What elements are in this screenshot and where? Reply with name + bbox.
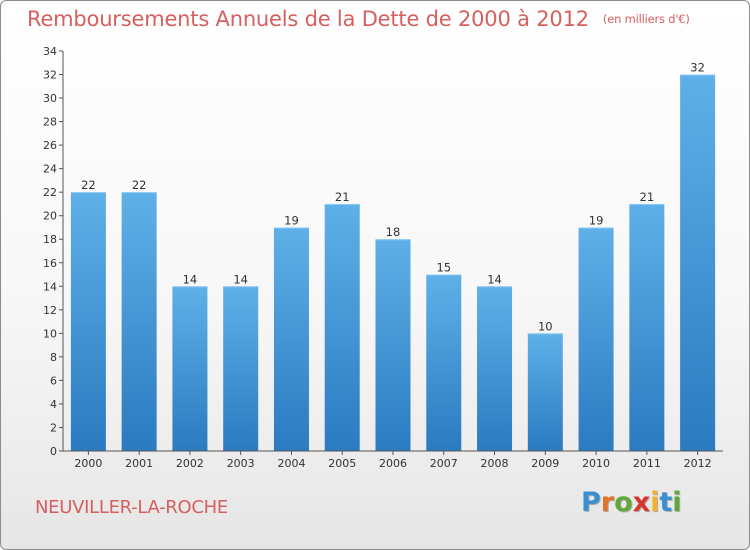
value-label-2010: 19 [589, 213, 604, 227]
y-tick-label: 4 [50, 398, 57, 411]
bar-2003 [223, 286, 259, 451]
logo-letter: x [632, 487, 651, 518]
value-label-2009: 10 [538, 319, 553, 333]
x-tick-label-2011: 2011 [633, 457, 661, 470]
proxiti-logo: Proxiti [581, 487, 682, 518]
value-label-2005: 21 [335, 190, 350, 204]
x-tick-label-2003: 2003 [227, 457, 255, 470]
bar-2011 [629, 203, 665, 451]
logo-letter: i [672, 487, 682, 518]
bars: 22 22 14 14 19 21 18 15 14 10 19 21 32 [70, 61, 716, 452]
x-tick-label-2006: 2006 [379, 457, 407, 470]
value-label-2011: 21 [640, 190, 655, 204]
x-tick-label-2009: 2009 [531, 457, 559, 470]
bar-2004 [273, 227, 309, 451]
y-tick-label: 2 [50, 421, 57, 434]
value-label-2001: 22 [132, 178, 147, 192]
x-tick-label-2005: 2005 [328, 457, 356, 470]
y-tick-label: 10 [43, 327, 57, 340]
x-tick-label-2007: 2007 [430, 457, 458, 470]
unit-label: (en milliers d'€) [602, 12, 690, 26]
x-tick-label-2008: 2008 [481, 457, 509, 470]
bar-2006 [375, 239, 411, 451]
value-label-2000: 22 [81, 178, 96, 192]
y-tick-label: 32 [43, 69, 57, 82]
chart-title-text: Remboursements Annuels de la Dette de 20… [27, 7, 589, 31]
y-tick-label: 20 [43, 210, 57, 223]
bar-2005 [324, 203, 360, 451]
y-tick-label: 12 [43, 304, 57, 317]
value-label-2012: 32 [690, 61, 705, 75]
chart-title: Remboursements Annuels de la Dette de 20… [27, 7, 690, 31]
logo-letter: t [659, 487, 673, 518]
y-tick-label: 6 [50, 374, 57, 387]
bar-2008 [477, 286, 513, 451]
value-label-2002: 14 [183, 272, 198, 286]
logo-letter: o [614, 487, 633, 518]
bar-2009 [527, 333, 563, 451]
value-label-2006: 18 [386, 225, 401, 239]
commune-name: NEUVILLER-LA-ROCHE [35, 497, 228, 518]
y-tick-label: 18 [43, 233, 57, 246]
logo-letter: P [581, 487, 601, 518]
logo-letter: i [650, 487, 660, 518]
x-tick-label-2000: 2000 [74, 457, 102, 470]
y-tick-label: 28 [43, 116, 57, 129]
value-label-2007: 15 [436, 261, 451, 275]
y-tick-label: 8 [50, 351, 57, 364]
value-label-2004: 19 [284, 213, 299, 227]
x-tick-label-2004: 2004 [277, 457, 305, 470]
x-axis: 2000 2001 2002 2003 2004 2005 2006 2007 2008 2009… [63, 450, 723, 470]
y-tick-label: 14 [43, 280, 57, 293]
y-tick-label: 22 [43, 186, 57, 199]
bar-2001 [121, 192, 157, 452]
bar-2010 [578, 227, 614, 451]
x-tick-label-2012: 2012 [684, 457, 712, 470]
x-tick-label-2001: 2001 [125, 457, 153, 470]
y-tick-label: 0 [50, 445, 57, 458]
y-tick-label: 16 [43, 257, 57, 270]
y-tick-label: 34 [43, 45, 57, 58]
y-tick-label: 30 [43, 92, 57, 105]
y-tick-label: 26 [43, 139, 57, 152]
x-tick-label-2002: 2002 [176, 457, 204, 470]
logo-letter: r [600, 487, 615, 518]
bar-2007 [426, 274, 462, 451]
bar-2012 [680, 74, 716, 451]
x-tick-label-2010: 2010 [582, 457, 610, 470]
value-label-2008: 14 [487, 272, 502, 286]
bar-2000 [70, 192, 106, 452]
y-tick-label: 24 [43, 163, 57, 176]
value-label-2003: 14 [233, 272, 248, 286]
bar-2002 [172, 286, 208, 451]
